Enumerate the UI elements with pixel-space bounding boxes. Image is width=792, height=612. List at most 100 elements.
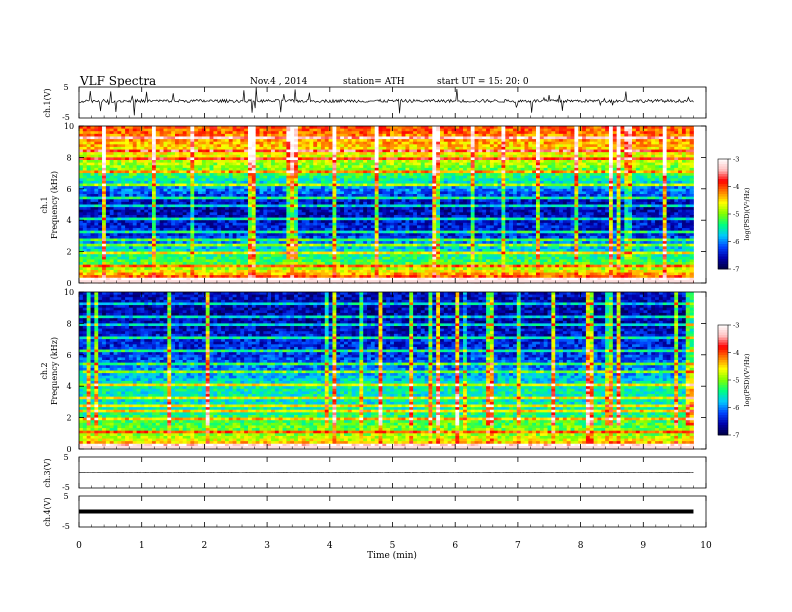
spectrogram-cell <box>163 162 168 166</box>
spectrogram-cell <box>217 126 222 130</box>
spectrogram-cell <box>367 160 372 164</box>
spectrogram-cell <box>205 204 210 208</box>
spectrogram-cell <box>562 199 568 203</box>
spectrogram-cell <box>94 167 99 171</box>
spectrogram-cell <box>428 131 433 135</box>
spectrogram-cell <box>440 162 445 166</box>
spectrogram-cell <box>79 128 84 132</box>
spectrogram-cell <box>585 201 591 205</box>
spectrogram-cell <box>317 183 322 187</box>
spectrogram-cell <box>658 165 664 169</box>
spectrogram-cell <box>178 188 184 192</box>
spectrogram-cell <box>232 162 237 166</box>
spectrogram-cell <box>528 136 533 140</box>
spectrogram-cell <box>201 146 207 150</box>
spectrogram-cell <box>224 191 230 195</box>
spectrogram-cell <box>144 196 149 200</box>
spectrogram-cell <box>98 173 103 177</box>
spectrogram-cell <box>639 173 644 177</box>
spectrogram-cell <box>520 170 525 174</box>
spectrogram-cell <box>532 160 537 164</box>
spectrogram-cell <box>320 194 326 198</box>
spectrogram-cell <box>320 191 326 195</box>
spectrogram-cell <box>532 128 537 132</box>
spectrogram-cell <box>128 162 134 166</box>
spectrogram-cell <box>286 152 291 156</box>
spectrogram-cell <box>247 126 253 130</box>
spectrogram-cell <box>466 167 472 171</box>
spectrogram-cell <box>678 201 683 205</box>
spectrogram-cell <box>382 178 387 182</box>
spectrogram-cell <box>224 165 230 169</box>
spectrogram-cell <box>224 204 230 208</box>
spectrogram-cell <box>470 201 475 205</box>
spectrogram-cell <box>148 186 153 190</box>
spectrogram-cell <box>340 133 345 137</box>
spectrogram-cell <box>524 144 529 148</box>
spectrogram-cell <box>155 141 161 145</box>
spectrogram-cell <box>201 199 207 203</box>
spectrogram-cell <box>236 201 241 205</box>
spectrogram-cell <box>282 175 287 179</box>
spectrogram-cell <box>585 131 591 135</box>
spectrogram-cell <box>313 152 318 156</box>
spectrogram-cell <box>167 146 172 150</box>
spectrogram-cell <box>109 175 114 179</box>
spectrogram-cell <box>313 175 318 179</box>
spectrogram-cell <box>194 152 199 156</box>
spectrogram-cell <box>198 162 203 166</box>
spectrogram-cell <box>662 162 667 166</box>
spectrogram-cell <box>151 144 157 148</box>
spectrogram-cell <box>635 170 641 174</box>
spectrogram-cell <box>605 204 610 208</box>
spectrogram-cell <box>620 196 625 200</box>
spectrogram-cell <box>255 136 260 140</box>
spectrogram-cell <box>232 157 237 161</box>
spectrogram-cell <box>574 160 579 164</box>
spectrogram-cell <box>608 167 614 171</box>
spectrogram-cell <box>539 178 545 182</box>
spectrogram-cell <box>236 188 241 192</box>
spectrogram-cell <box>639 201 644 205</box>
spectrogram-cell <box>597 154 602 158</box>
spectrogram-cell <box>271 178 276 182</box>
spectrogram-cell <box>236 162 241 166</box>
spectrogram-cell <box>470 146 475 150</box>
spectrogram-cell <box>274 170 280 174</box>
spectrogram-cell <box>305 146 310 150</box>
spectrogram-cell <box>466 144 472 148</box>
spectrogram-cell <box>674 186 679 190</box>
spectrogram-cell <box>536 160 541 164</box>
spectrogram-cell <box>359 126 364 130</box>
spectrogram-cell <box>359 154 364 158</box>
spectrogram-cell <box>486 131 491 135</box>
spectrogram-cell <box>90 194 95 198</box>
spectrogram-cell <box>674 160 679 164</box>
spectrogram-cell <box>343 188 349 192</box>
spectrogram-cell <box>274 201 280 205</box>
spectrogram-cell <box>113 146 118 150</box>
spectrogram-cell <box>378 146 383 150</box>
spectrogram-cell <box>382 186 387 190</box>
spectrogram-cell <box>178 196 184 200</box>
spectrogram-cell <box>578 136 583 140</box>
spectrogram-cell <box>463 154 468 158</box>
spectrogram-cell <box>259 139 264 143</box>
spectrogram-cell <box>343 204 349 208</box>
spectrogram-cell <box>125 170 130 174</box>
spectrogram-cell <box>278 165 283 169</box>
spectrogram-cell <box>294 165 299 169</box>
spectrogram-cell <box>221 186 226 190</box>
spectrogram-cell <box>297 160 303 164</box>
spectrogram-cell <box>294 175 299 179</box>
spectrogram-cell <box>486 191 491 195</box>
spectrogram-cell <box>98 139 103 143</box>
spectrogram-cell <box>670 162 675 166</box>
spectrogram-cell <box>232 160 237 164</box>
spectrogram-cell <box>597 178 602 182</box>
spectrogram-cell <box>347 139 353 143</box>
spectrogram-cell <box>182 188 187 192</box>
spectrogram-cell <box>574 180 579 184</box>
spectrogram-cell <box>121 162 126 166</box>
spectrogram-cell <box>451 136 456 140</box>
